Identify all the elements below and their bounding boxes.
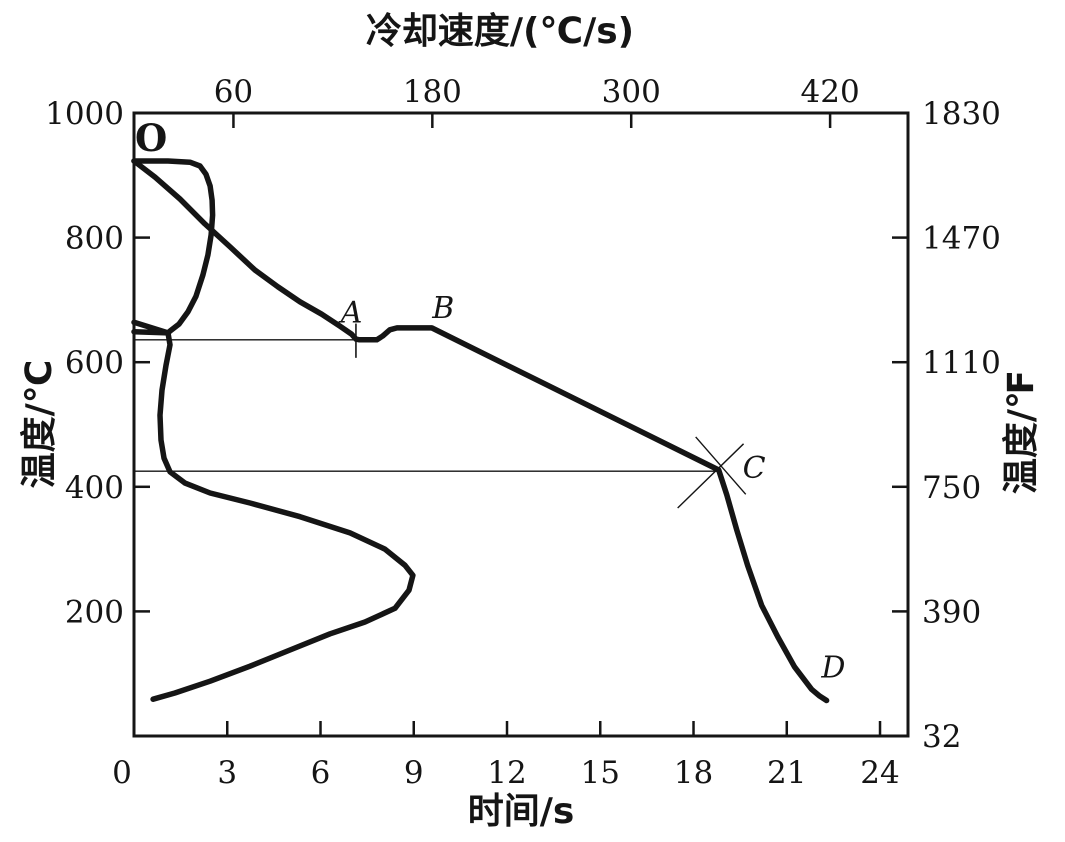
bottom-tick-label: 3 xyxy=(217,755,237,791)
bottom-tick-label: 6 xyxy=(311,755,331,791)
top-tick-label: 300 xyxy=(602,74,661,110)
left-tick-label: 1000 xyxy=(45,96,124,132)
right-tick-label: 1830 xyxy=(922,96,1001,132)
left-tick-label: 200 xyxy=(65,594,124,630)
bottom-tick-label: 12 xyxy=(487,755,526,791)
top-tick-label: 180 xyxy=(403,74,462,110)
top-axis-title: 冷却速度/(℃/s) xyxy=(365,11,635,52)
right-tick-label: 390 xyxy=(922,594,981,630)
cross-mark-at-c xyxy=(677,443,745,509)
top-tick-label: 420 xyxy=(801,74,860,110)
curve-label-d: D xyxy=(820,651,845,686)
left-tick-label: 800 xyxy=(65,221,124,257)
right-tick-label: 750 xyxy=(922,470,981,506)
right-tick-label: 32 xyxy=(922,719,961,755)
bottom-tick-label: 18 xyxy=(674,755,713,791)
right-axis-title: 温度/℉ xyxy=(1001,369,1042,495)
curve-label-c: C xyxy=(743,451,766,486)
curve-label-o: O xyxy=(135,116,167,160)
curve-label-a: A xyxy=(338,295,363,330)
cooling-rate-curve xyxy=(131,158,216,336)
bottom-tick-label: 24 xyxy=(860,755,899,791)
bottom-tick-label: 0 xyxy=(112,755,132,791)
left-tick-label: 400 xyxy=(65,470,124,506)
cooling-curve xyxy=(131,158,830,704)
bottom-tick-label: 9 xyxy=(404,755,424,791)
cooling-rate-curve xyxy=(150,330,416,702)
cooling-rate-curve xyxy=(131,319,171,336)
bottom-tick-label: 15 xyxy=(581,755,620,791)
curve-label-b: B xyxy=(431,291,454,326)
top-tick-label: 60 xyxy=(214,74,253,110)
bottom-tick-label: 21 xyxy=(767,755,806,791)
bottom-axis-title: 时间/s xyxy=(467,791,575,832)
plot-border xyxy=(132,111,910,738)
left-axis-title: 温度/℃ xyxy=(19,359,60,489)
left-tick-label: 600 xyxy=(65,345,124,381)
right-tick-label: 1470 xyxy=(922,221,1001,257)
right-tick-label: 1110 xyxy=(922,345,1001,381)
